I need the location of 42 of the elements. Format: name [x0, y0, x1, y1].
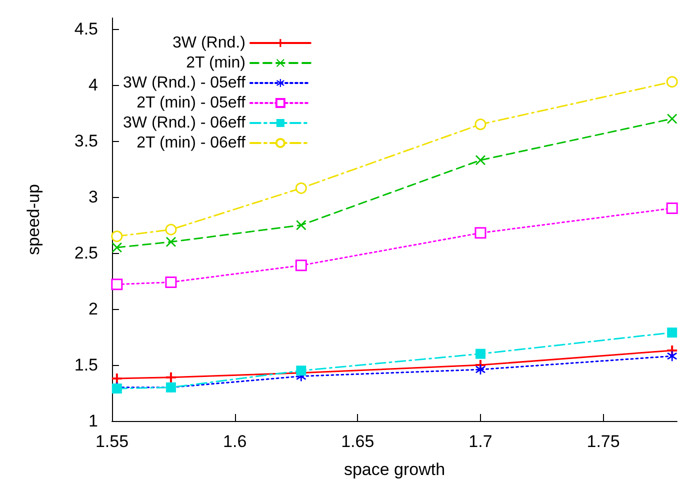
- point: [474, 118, 486, 130]
- y-tick-label: 4: [88, 76, 98, 95]
- legend-label: 3W (Rnd.): [172, 34, 246, 52]
- y-tick-label: 3: [88, 188, 98, 207]
- x-tick-label: 1.6: [223, 432, 247, 451]
- x-tick-label: 1.65: [341, 432, 374, 451]
- y-tick-label: 2.5: [74, 244, 98, 263]
- legend-label: 3W (Rnd.) - 05eff: [122, 74, 246, 92]
- legend-label: 2T (min) - 05eff: [136, 94, 246, 112]
- x-axis-title: space growth: [344, 460, 446, 479]
- x-tick-label: 1.55: [95, 432, 129, 451]
- point: [111, 230, 123, 242]
- point: [296, 220, 306, 230]
- y-axis-title: speed-up: [24, 184, 43, 255]
- point: [111, 278, 123, 290]
- point: [295, 260, 307, 272]
- legend-label: 3W (Rnd.) - 06eff: [122, 114, 246, 132]
- point: [475, 364, 486, 375]
- point: [166, 236, 176, 247]
- point: [165, 224, 177, 236]
- point: [666, 76, 678, 88]
- y-tick-label: 3.5: [74, 132, 98, 151]
- legend-label: 2T (min) - 06eff: [136, 134, 246, 152]
- point: [667, 328, 678, 338]
- point: [475, 348, 486, 359]
- point: [474, 227, 486, 239]
- y-tick-label: 1: [88, 412, 98, 430]
- point: [475, 155, 486, 166]
- point: [295, 182, 307, 194]
- y-tick-label: 1.5: [74, 356, 98, 375]
- point: [165, 276, 177, 288]
- point: [667, 114, 678, 124]
- y-tick-label: 4.5: [74, 20, 98, 39]
- x-tick-label: 1.7: [468, 432, 492, 451]
- x-tick-label: 1.75: [586, 432, 620, 451]
- legend-label: 2T (min): [186, 54, 246, 72]
- point: [667, 351, 678, 362]
- point: [666, 202, 678, 214]
- point: [166, 372, 176, 382]
- y-tick-label: 2: [88, 300, 98, 319]
- point: [112, 373, 122, 384]
- point: [112, 242, 122, 252]
